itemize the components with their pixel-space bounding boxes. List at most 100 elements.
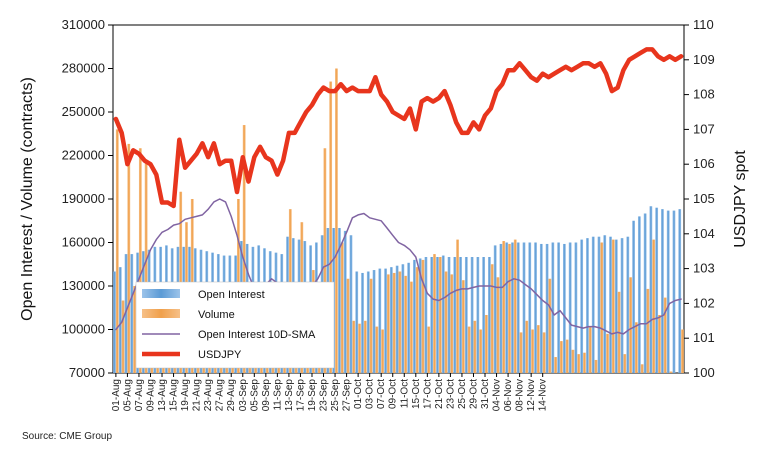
open-interest-bar — [511, 242, 514, 373]
volume-bar — [456, 239, 459, 373]
open-interest-bar — [528, 242, 532, 373]
volume-bar — [433, 254, 436, 373]
right-tick-label: 110 — [693, 17, 714, 32]
x-tick-label: 25-Sep — [330, 379, 341, 412]
volume-bar — [473, 320, 477, 373]
open-interest-bar — [113, 271, 116, 373]
x-tick-label: 07-Oct — [376, 379, 387, 409]
x-tick-label: 03-Oct — [365, 379, 376, 409]
x-tick-label: 13-Sep — [284, 379, 295, 412]
legend-label: Open Interest 10D-SMA — [198, 329, 316, 341]
volume-bar — [519, 332, 523, 373]
open-interest-bar — [534, 242, 537, 373]
open-interest-bar — [545, 243, 549, 373]
open-interest-bar — [130, 254, 134, 373]
right-tick-label: 108 — [693, 87, 715, 102]
open-interest-bar — [637, 216, 641, 373]
open-interest-bar — [562, 243, 566, 373]
volume-bar — [410, 281, 413, 373]
open-interest-bar — [643, 213, 647, 373]
volume-bar — [335, 68, 338, 373]
volume-bar — [438, 257, 442, 373]
volume-bar — [577, 354, 581, 373]
volume-bar — [329, 81, 333, 374]
volume-bar — [133, 286, 136, 373]
x-tick-label: 04-Nov — [492, 379, 503, 411]
open-interest-bar — [614, 239, 618, 373]
x-tick-label: 21-Oct — [434, 379, 445, 409]
open-interest-bar — [389, 267, 393, 373]
x-tick-label: 12-Nov — [526, 379, 537, 411]
open-interest-bar — [407, 262, 411, 373]
left-tick-label: 250000 — [62, 104, 105, 119]
open-interest-bar — [632, 220, 635, 373]
open-interest-bar — [395, 265, 399, 373]
volume-bar — [427, 326, 431, 373]
right-tick-label: 101 — [693, 330, 715, 345]
x-tick-label: 15-Aug — [169, 379, 180, 411]
right-tick-label: 109 — [693, 52, 715, 67]
open-interest-bar — [413, 259, 416, 373]
open-interest-bar — [586, 238, 589, 373]
volume-bar — [606, 333, 609, 373]
volume-bar — [386, 274, 390, 373]
volume-bar — [479, 329, 483, 373]
x-tick-label: 09-Aug — [145, 379, 156, 411]
x-tick-label: 11-Sep — [272, 379, 283, 411]
volume-bar — [381, 329, 384, 373]
open-interest-bar — [372, 270, 376, 373]
x-tick-label: 01-Aug — [111, 379, 122, 411]
open-interest-bar — [493, 245, 497, 373]
volume-bar — [559, 341, 563, 373]
x-tick-label: 19-Aug — [180, 379, 191, 411]
open-interest-sma-line — [115, 198, 682, 335]
volume-bar — [392, 272, 396, 373]
open-interest-bar — [655, 207, 659, 373]
open-interest-bar — [430, 257, 434, 373]
open-interest-bar — [482, 257, 486, 373]
open-interest-bar — [609, 236, 612, 373]
volume-bar — [681, 329, 684, 373]
open-interest-bar — [459, 257, 462, 373]
left-tick-label: 160000 — [62, 235, 105, 250]
left-tick-label: 100000 — [62, 322, 105, 337]
left-tick-label: 310000 — [62, 17, 105, 32]
open-interest-bar — [476, 257, 480, 373]
right-tick-label: 100 — [693, 365, 715, 380]
volume-bar — [640, 364, 644, 373]
right-tick-label: 107 — [693, 121, 715, 136]
open-interest-bar — [424, 257, 428, 373]
right-axis-title: USDJPY spot — [732, 150, 749, 248]
open-interest-bar — [447, 257, 451, 373]
x-tick-label: 25-Oct — [457, 379, 468, 409]
open-interest-bar — [539, 243, 543, 373]
volume-bar — [415, 267, 419, 373]
left-tick-label: 130000 — [62, 278, 105, 293]
volume-bar — [623, 354, 627, 373]
volume-bar — [358, 323, 361, 373]
open-interest-bar — [470, 257, 474, 373]
open-interest-bar — [620, 238, 624, 373]
source-note: Source: CME Group — [22, 431, 113, 442]
volume-bar — [536, 325, 540, 373]
volume-bar — [115, 129, 119, 373]
open-interest-bar — [384, 268, 387, 373]
x-tick-label: 09-Oct — [388, 379, 399, 409]
open-interest-bar — [355, 271, 359, 373]
x-tick-label: 31-Oct — [480, 379, 491, 409]
open-interest-bar — [551, 242, 555, 373]
open-interest-bar — [666, 210, 670, 373]
x-tick-label: 15-Oct — [411, 379, 422, 409]
volume-bar — [496, 277, 500, 373]
x-tick-label: 05-Aug — [122, 379, 133, 411]
volume-bar — [242, 125, 246, 373]
x-tick-label: 17-Oct — [422, 379, 433, 409]
volume-bar — [138, 148, 142, 373]
volume-bar — [600, 242, 604, 373]
volume-bar — [646, 288, 650, 373]
volume-bar — [663, 297, 667, 373]
open-interest-bar — [574, 242, 578, 373]
open-interest-bar — [401, 264, 405, 373]
x-tick-label: 17-Sep — [295, 379, 306, 412]
legend-label: Open Interest — [198, 289, 265, 301]
